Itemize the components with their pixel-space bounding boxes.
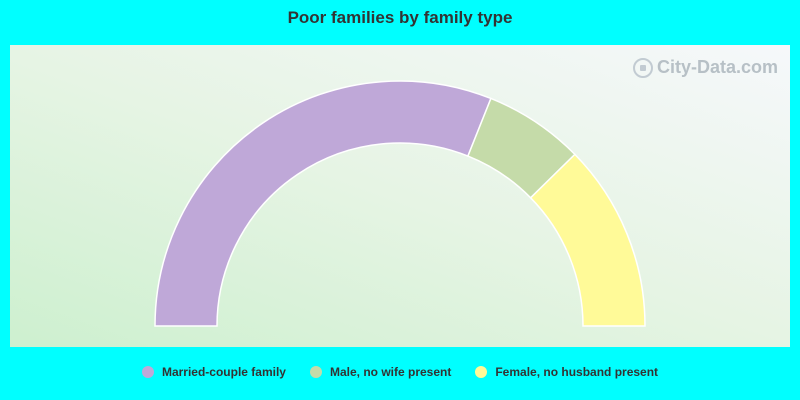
legend-label: Married-couple family [161,365,286,379]
watermark: City-Data.com [632,57,778,78]
legend: Married-couple family Male, no wife pres… [0,365,800,379]
half-donut-chart [154,80,646,327]
watermark-text: City-Data.com [656,57,778,77]
legend-swatch [141,366,154,378]
city-data-logo-icon [632,57,653,78]
arc-female-no-husband [529,153,646,327]
legend-label: Male, no wife present [329,365,452,379]
legend-item-married-couple: Married-couple family [141,365,286,379]
legend-item-male-no-wife: Male, no wife present [309,365,452,379]
arc-married-couple [154,80,492,327]
legend-item-female-no-husband: Female, no husband present [475,365,658,379]
chart-title: Poor families by family type [287,8,513,27]
legend-label: Female, no husband present [495,365,659,379]
legend-swatch [475,366,488,378]
legend-swatch [309,366,322,378]
